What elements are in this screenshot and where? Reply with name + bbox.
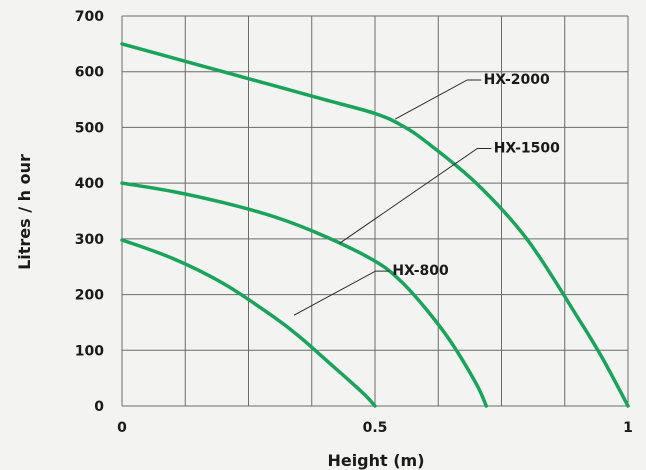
series-line-hx-800: [120, 238, 377, 408]
leader-line-hx-1500: [339, 148, 492, 244]
x-tick-label: 0: [117, 420, 127, 436]
y-tick-label: 200: [75, 288, 104, 304]
series-label-hx-800: HX-800: [392, 263, 449, 279]
y-tick-label: 300: [75, 232, 104, 248]
series-label-hx-2000: HX-2000: [484, 72, 550, 88]
x-axis-ticks: 0 0.5 1: [117, 420, 633, 436]
x-tick-label: 0.5: [363, 420, 388, 436]
chart-series: [120, 42, 630, 408]
y-axis-label: Litres / h our: [15, 154, 34, 270]
x-axis-label: Height (m): [327, 451, 424, 470]
x-tick-label: 1: [623, 420, 633, 436]
y-tick-label: 500: [75, 120, 104, 136]
y-tick-label: 400: [75, 176, 104, 192]
series-labels: HX-2000 HX-1500 HX-800: [293, 72, 560, 316]
leader-line-hx-2000: [395, 79, 482, 120]
series-line-hx-1500: [120, 181, 489, 408]
series-line-hx-2000: [120, 42, 630, 408]
y-tick-label: 700: [75, 9, 104, 25]
leader-line-hx-800: [293, 270, 390, 316]
y-tick-label: 0: [94, 399, 104, 415]
series-label-hx-1500: HX-1500: [494, 141, 560, 157]
y-tick-label: 100: [75, 343, 104, 359]
y-axis-ticks: 0 100 200 300 400 500 600 700: [75, 9, 104, 415]
y-tick-label: 600: [75, 65, 104, 81]
chart-grid: [121, 15, 629, 407]
